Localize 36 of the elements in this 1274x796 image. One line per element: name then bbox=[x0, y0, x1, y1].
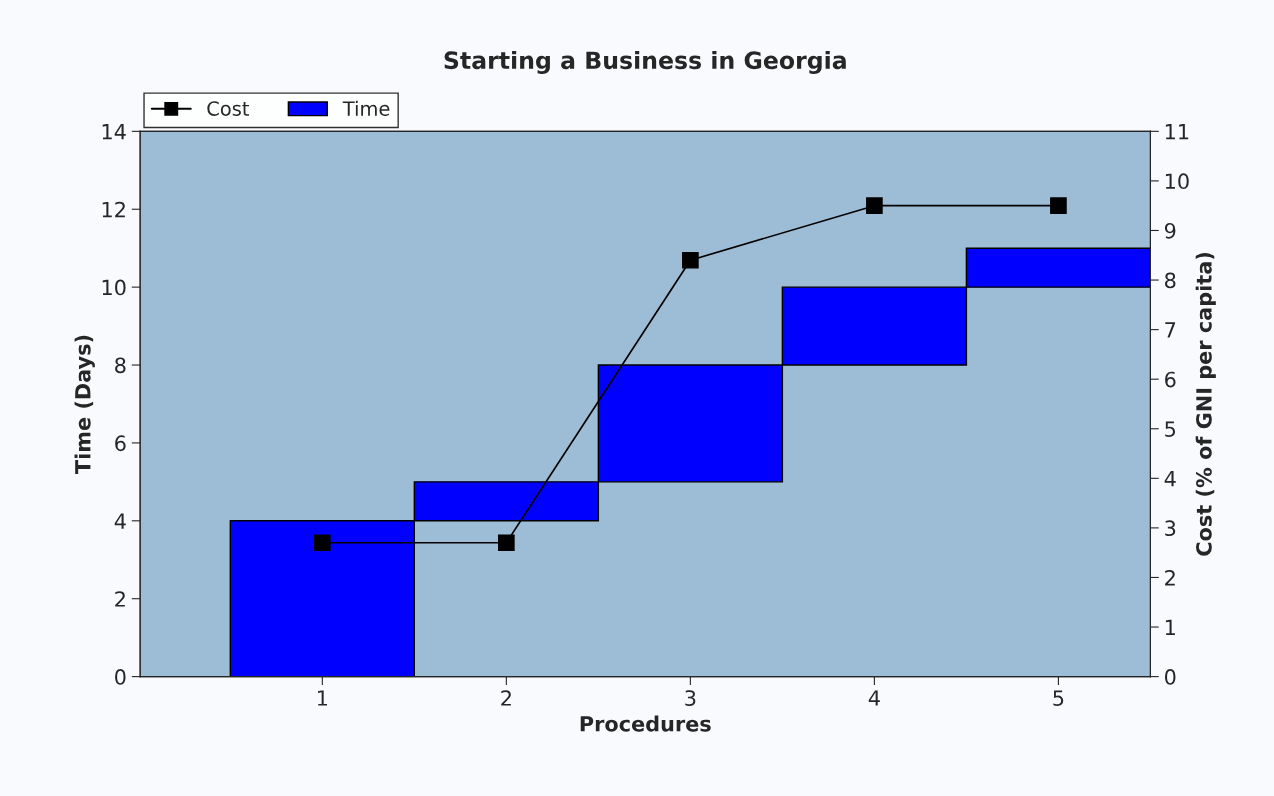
y2-tick-label: 4 bbox=[1164, 471, 1176, 487]
y2-tick-label: 2 bbox=[1165, 569, 1175, 586]
y-tick-label: 14 bbox=[102, 124, 126, 140]
x-axis-title: Procedures bbox=[580, 715, 711, 732]
y2-tick-label: 6 bbox=[1165, 371, 1176, 388]
legend-label: Time bbox=[342, 100, 390, 116]
chart-title: Starting a Business in Georgia bbox=[444, 50, 846, 74]
y-axis-title: Time (Days) bbox=[74, 335, 95, 474]
y-tick-label: 10 bbox=[102, 279, 126, 296]
point bbox=[1050, 197, 1067, 215]
point bbox=[682, 251, 699, 269]
point bbox=[498, 534, 515, 552]
legend-label: Cost bbox=[207, 101, 250, 116]
y2-tick-label: 3 bbox=[1165, 520, 1176, 537]
x-tick-label: 3 bbox=[685, 690, 696, 706]
y2-tick-label: 0 bbox=[1164, 669, 1176, 685]
y-tick-label: 4 bbox=[114, 513, 126, 529]
y2-tick-label: 11 bbox=[1165, 124, 1189, 140]
y-tick-label: 6 bbox=[115, 435, 126, 452]
point bbox=[866, 197, 883, 215]
y2-tick-label: 5 bbox=[1165, 421, 1176, 437]
y2-tick-label: 9 bbox=[1164, 222, 1176, 239]
y2-tick-label: 10 bbox=[1165, 173, 1189, 190]
y-tick-label: 12 bbox=[102, 201, 125, 218]
x-tick-label: 2 bbox=[501, 690, 511, 706]
x-tick-label: 4 bbox=[868, 690, 880, 706]
y2-axis-title: Cost (% of GNI per capita) bbox=[1195, 252, 1216, 556]
x-tick-label: 5 bbox=[1053, 690, 1064, 706]
point bbox=[313, 534, 331, 552]
x-tick-label: 1 bbox=[317, 690, 328, 706]
y-tick-label: 2 bbox=[115, 591, 125, 607]
y2-tick-label: 7 bbox=[1165, 322, 1176, 338]
y2-tick-label: 1 bbox=[1165, 619, 1175, 635]
y-tick-label: 8 bbox=[115, 357, 126, 374]
y2-tick-label: 8 bbox=[1165, 272, 1176, 289]
y-tick-label: 0 bbox=[115, 669, 126, 685]
